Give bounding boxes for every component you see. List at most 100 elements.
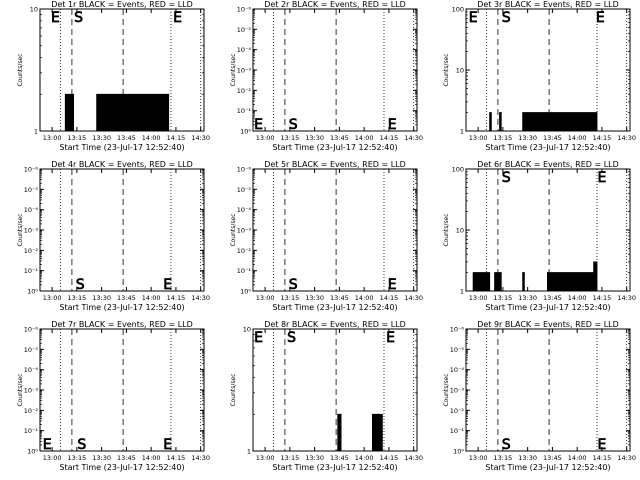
detector-panel-1: Det 1r BLACK = Events, RED = LLD Counts/s… <box>17 0 210 152</box>
x-tick-label: 14:15 <box>167 294 186 302</box>
x-tick-label: 13:30 <box>518 454 537 462</box>
event-trace-segment <box>472 272 491 292</box>
y-tick-label: 10⁻¹ <box>24 427 39 435</box>
detector-panel-3: Det 3r BLACK = Events, RED = LLD Counts/s… <box>443 0 636 152</box>
time-marker-label: E <box>469 10 478 26</box>
x-tick-label: 13:30 <box>305 134 324 142</box>
y-tick-label: 10⁻⁵ <box>237 26 252 34</box>
y-axis-label: Counts/sec <box>230 53 237 86</box>
time-marker-label: E <box>254 117 263 133</box>
y-tick-label: 10⁻⁶ <box>237 166 252 174</box>
x-tick-label: 13:00 <box>469 134 488 142</box>
y-tick-label: 10⁻³ <box>24 387 39 395</box>
y-tick-label: 10⁰ <box>27 448 38 456</box>
x-axis-label: Start Time (23-Jul-17 12:52:40) <box>272 463 397 472</box>
x-tick-label: 14:15 <box>167 454 186 462</box>
event-trace-segment <box>489 112 492 132</box>
time-marker-label: E <box>163 277 172 293</box>
y-tick-label: 10⁻² <box>237 87 252 95</box>
x-tick-label: 14:00 <box>142 454 161 462</box>
x-tick-label: 14:00 <box>355 134 374 142</box>
x-tick-label: 13:45 <box>117 454 136 462</box>
x-tick-label: 14:30 <box>617 294 636 302</box>
x-tick-label: 13:15 <box>494 294 513 302</box>
y-axis-label: Counts/sec <box>443 213 450 246</box>
time-marker-label: E <box>598 437 607 453</box>
x-tick-label: 14:00 <box>142 134 161 142</box>
x-tick-label: 13:15 <box>281 454 300 462</box>
y-axis-label: Counts/sec <box>443 373 450 406</box>
x-tick-label: 14:30 <box>191 294 210 302</box>
x-tick-label: 13:15 <box>494 454 513 462</box>
y-tick-label: 10⁻³ <box>450 387 465 395</box>
y-tick-label: 10⁻⁵ <box>450 346 465 354</box>
plot-frame <box>39 328 205 452</box>
time-marker-label: E <box>51 10 60 26</box>
panel-title: Det 4r BLACK = Events, RED = LLD <box>51 160 193 169</box>
panel-title: Det 6r BLACK = Events, RED = LLD <box>477 160 619 169</box>
x-axis-label: Start Time (23-Jul-17 12:52:40) <box>485 463 610 472</box>
panel-title: Det 5r BLACK = Events, RED = LLD <box>264 160 406 169</box>
x-tick-label: 13:45 <box>330 454 349 462</box>
x-tick-label: 13:45 <box>330 294 349 302</box>
y-axis-label: Counts/sec <box>230 213 237 246</box>
x-tick-label: 13:30 <box>518 294 537 302</box>
x-tick-label: 14:15 <box>593 294 612 302</box>
x-tick-label: 14:15 <box>380 454 399 462</box>
x-tick-label: 13:30 <box>518 134 537 142</box>
y-tick-label: 10⁻² <box>24 407 39 415</box>
y-tick-label: 1 <box>247 448 251 456</box>
time-marker-label: E <box>254 330 263 346</box>
x-tick-label: 14:00 <box>568 454 587 462</box>
x-tick-label: 13:00 <box>43 134 62 142</box>
y-tick-label: 10⁻⁴ <box>237 206 252 214</box>
x-tick-label: 13:00 <box>43 454 62 462</box>
detector-panel-5: Det 5r BLACK = Events, RED = LLD Counts/s… <box>230 160 423 312</box>
y-tick-label: 10⁻¹ <box>237 107 252 115</box>
x-tick-label: 13:15 <box>281 294 300 302</box>
y-tick-label: 10⁻⁶ <box>450 326 465 334</box>
x-tick-label: 14:30 <box>617 134 636 142</box>
x-tick-label: 14:30 <box>404 294 423 302</box>
y-tick-label: 10⁻⁴ <box>450 366 465 374</box>
time-marker-label: S <box>287 330 296 346</box>
panel-title: Det 1r BLACK = Events, RED = LLD <box>51 0 193 9</box>
time-marker-label: E <box>386 330 395 346</box>
x-tick-label: 13:45 <box>117 294 136 302</box>
x-tick-label: 13:30 <box>92 294 111 302</box>
x-tick-label: 13:00 <box>43 294 62 302</box>
x-tick-label: 14:00 <box>568 134 587 142</box>
x-tick-label: 13:30 <box>92 134 111 142</box>
x-tick-label: 13:00 <box>469 294 488 302</box>
time-marker-label: E <box>163 437 172 453</box>
x-tick-label: 13:15 <box>68 294 87 302</box>
y-tick-label: 10⁻¹ <box>450 427 465 435</box>
panel-title: Det 7r BLACK = Events, RED = LLD <box>51 320 193 329</box>
panel-title: Det 3r BLACK = Events, RED = LLD <box>477 0 619 9</box>
y-tick-label: 10⁻² <box>237 247 252 255</box>
y-tick-label: 1 <box>460 128 464 136</box>
event-trace-segment <box>547 272 594 292</box>
x-tick-label: 14:30 <box>617 454 636 462</box>
event-trace-segment <box>522 272 525 292</box>
y-tick-label: 100 <box>452 6 464 14</box>
panel-title: Det 9r BLACK = Events, RED = LLD <box>477 320 619 329</box>
x-axis-label: Start Time (23-Jul-17 12:52:40) <box>59 303 184 312</box>
event-trace-segment <box>64 93 75 132</box>
time-marker-label: S <box>502 10 511 26</box>
x-tick-label: 14:00 <box>355 294 374 302</box>
x-tick-label: 14:00 <box>355 454 374 462</box>
y-tick-label: 10⁻⁴ <box>24 206 39 214</box>
event-trace-segment <box>121 93 170 132</box>
x-tick-label: 14:15 <box>593 134 612 142</box>
y-tick-label: 10⁻¹ <box>237 267 252 275</box>
x-tick-label: 14:30 <box>404 454 423 462</box>
x-tick-label: 13:15 <box>494 134 513 142</box>
x-tick-label: 14:15 <box>380 294 399 302</box>
x-tick-label: 13:45 <box>330 134 349 142</box>
y-tick-label: 100 <box>452 166 464 174</box>
y-tick-label: 10⁻⁵ <box>237 186 252 194</box>
event-trace-segment <box>593 261 598 292</box>
event-trace-segment <box>494 272 502 292</box>
time-marker-label: S <box>74 10 83 26</box>
